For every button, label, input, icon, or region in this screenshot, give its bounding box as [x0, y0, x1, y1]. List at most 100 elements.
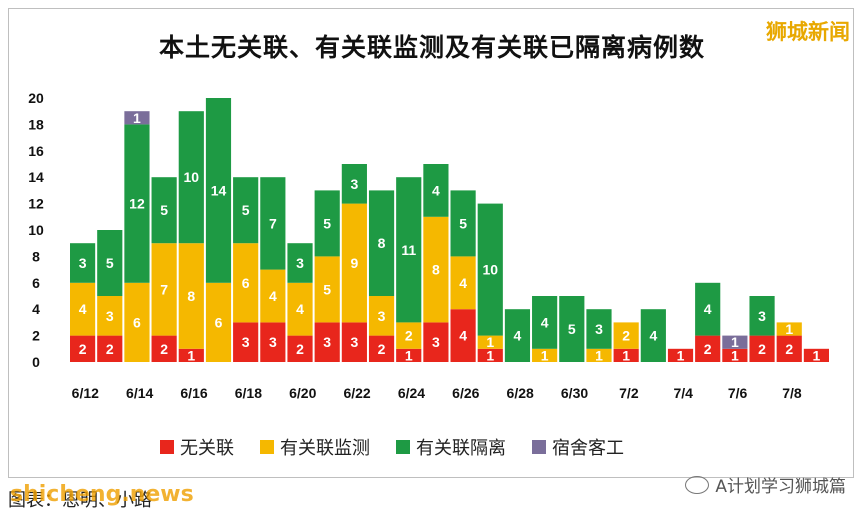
data-label: 6 — [215, 314, 223, 330]
y-tick-label: 2 — [32, 328, 40, 344]
y-tick-label: 20 — [28, 90, 44, 106]
x-tick-label: 6/30 — [561, 385, 588, 401]
x-tick-label: 6/24 — [398, 385, 425, 401]
data-label: 2 — [622, 328, 630, 344]
bar-segment — [314, 322, 340, 362]
data-label: 3 — [296, 255, 304, 271]
wechat-watermark: A计划学习狮城篇 — [685, 472, 846, 497]
data-label: 1 — [541, 347, 549, 363]
wechat-watermark-text: A计划学习狮城篇 — [715, 477, 846, 497]
x-tick-label: 6/18 — [235, 385, 262, 401]
bar-segment — [341, 322, 367, 362]
data-label: 7 — [160, 281, 168, 297]
x-tick-label: 7/6 — [728, 385, 748, 401]
bar-segment — [287, 335, 313, 362]
bar-segment — [749, 296, 775, 336]
chart-frame — [8, 8, 854, 478]
bar-segment — [233, 243, 259, 323]
bar-segment — [450, 190, 476, 257]
legend-item-dorm: 宿舍客工 — [532, 434, 624, 460]
data-label: 4 — [269, 288, 277, 304]
bar-segment — [396, 322, 422, 349]
bar-segment — [695, 335, 721, 362]
data-label: 3 — [242, 334, 250, 350]
bar-segment — [695, 282, 721, 336]
bar-segment — [368, 190, 395, 296]
bar-segment — [205, 98, 232, 283]
data-label: 1 — [486, 347, 494, 363]
bar-segment — [124, 124, 150, 283]
bar-segment — [97, 296, 123, 336]
data-label: 3 — [79, 255, 87, 271]
bar-segment — [314, 190, 340, 257]
data-label: 1 — [486, 334, 494, 350]
data-label: 1 — [813, 347, 821, 363]
bar-segment — [477, 348, 503, 362]
bar-segment — [260, 322, 286, 362]
data-label: 2 — [785, 341, 793, 357]
wechat-icon — [685, 475, 710, 494]
data-label: 4 — [649, 328, 657, 344]
bar-segment — [450, 309, 476, 362]
y-tick-label: 14 — [28, 169, 44, 185]
data-label: 2 — [79, 341, 87, 357]
bar-segment — [423, 322, 449, 362]
y-tick-label: 4 — [32, 301, 40, 317]
x-tick-label: 6/14 — [126, 385, 153, 401]
legend-item-monitored: 有关联监测 — [260, 434, 370, 460]
x-tick-label: 6/22 — [343, 385, 370, 401]
data-label: 4 — [459, 328, 467, 344]
bar-segment — [803, 348, 829, 362]
y-tick-label: 10 — [28, 222, 44, 238]
bar-segment — [396, 177, 422, 323]
bar-segment — [178, 111, 204, 244]
data-label: 8 — [378, 235, 386, 251]
data-label: 5 — [459, 215, 467, 231]
x-tick-label: 7/4 — [674, 385, 694, 401]
data-label: 4 — [541, 314, 549, 330]
data-label: 2 — [758, 341, 766, 357]
legend-swatch-monitored — [260, 440, 274, 454]
bar-segment — [776, 322, 802, 336]
data-label: 2 — [106, 341, 114, 357]
bar-segment — [613, 322, 639, 349]
x-tick-label: 6/12 — [72, 385, 99, 401]
brand-logo: 狮城新闻 — [766, 20, 850, 44]
data-label: 3 — [106, 308, 114, 324]
data-label: 7 — [269, 215, 277, 231]
bar-segment — [667, 348, 694, 362]
bar-segment — [70, 243, 96, 283]
data-label: 5 — [106, 255, 114, 271]
y-tick-label: 8 — [32, 248, 40, 264]
bar-segment — [233, 322, 259, 362]
bar-segment — [233, 177, 259, 244]
bar-segment — [423, 164, 449, 217]
bar-segment — [640, 309, 666, 362]
bar-segment — [504, 309, 531, 362]
bar-segment — [722, 348, 748, 362]
legend-swatch-dorm — [532, 440, 546, 454]
data-label: 6 — [242, 275, 250, 291]
data-label: 5 — [568, 321, 576, 337]
data-label: 5 — [323, 215, 331, 231]
data-label: 4 — [704, 301, 712, 317]
bar-segment — [368, 296, 395, 336]
data-label: 5 — [323, 281, 331, 297]
bar-segment — [97, 335, 123, 362]
data-label: 2 — [704, 341, 712, 357]
data-label: 1 — [133, 110, 141, 126]
legend-label-quarantined: 有关联隔离 — [416, 438, 506, 459]
site-watermark: shicheng.news — [10, 482, 194, 507]
data-label: 4 — [432, 182, 440, 198]
bar-segment — [776, 335, 802, 362]
bar-segment — [532, 296, 558, 349]
bar-segment — [341, 164, 367, 204]
data-label: 2 — [405, 328, 413, 344]
x-tick-label: 6/16 — [180, 385, 207, 401]
x-tick-label: 6/28 — [507, 385, 534, 401]
data-label: 1 — [405, 347, 413, 363]
data-label: 1 — [731, 347, 739, 363]
data-label: 3 — [432, 334, 440, 350]
data-label: 5 — [160, 202, 168, 218]
y-tick-label: 18 — [28, 116, 44, 132]
